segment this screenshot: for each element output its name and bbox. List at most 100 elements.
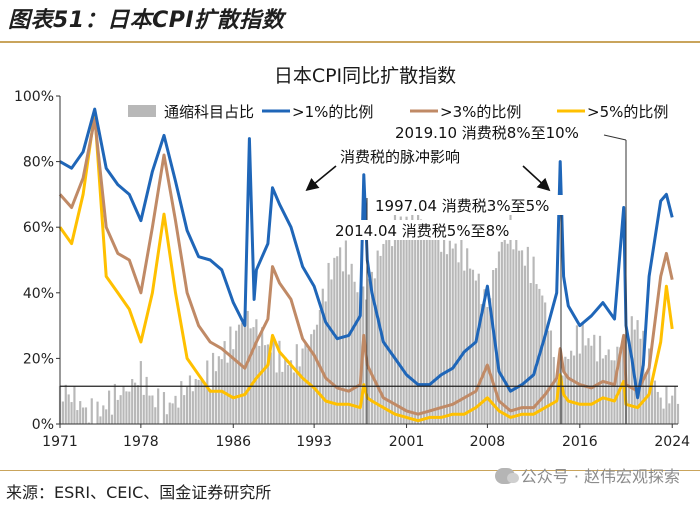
deflation-bar <box>630 316 633 424</box>
deflation-bar <box>344 240 347 424</box>
deflation-bar <box>324 301 327 424</box>
deflation-bar <box>445 254 449 424</box>
deflation-bar <box>154 407 157 424</box>
deflation-bar <box>552 357 555 424</box>
deflation-bar <box>483 289 486 424</box>
deflation-bar <box>249 328 252 424</box>
deflation-bar <box>292 372 295 424</box>
deflation-bar <box>87 422 90 424</box>
y-tick-label: 20% <box>23 351 54 367</box>
deflation-bar <box>598 335 602 424</box>
deflation-bar <box>659 397 662 424</box>
deflation-bar <box>237 324 241 424</box>
legend-swatch-deflation <box>128 105 156 117</box>
legend-label-gt3: >3%的比例 <box>440 103 521 121</box>
pulse-label: 消费税的脉冲影响 <box>340 148 460 166</box>
deflation-bar <box>327 262 330 424</box>
deflation-bar <box>229 326 232 424</box>
deflation-bar <box>515 230 518 424</box>
deflation-bar <box>157 388 160 424</box>
deflation-bar <box>278 340 281 424</box>
deflation-bar <box>281 371 284 424</box>
deflation-bar <box>393 209 397 424</box>
deflation-bar <box>593 334 596 424</box>
deflation-bar <box>627 344 630 424</box>
deflation-bar <box>243 319 246 424</box>
deflation-bar <box>128 391 131 424</box>
deflation-bar <box>223 341 226 424</box>
deflation-bar <box>480 304 483 424</box>
deflation-bar <box>388 228 391 424</box>
deflation-bar <box>370 271 373 424</box>
deflation-bar <box>235 330 238 424</box>
x-tick-label: 1986 <box>215 434 251 450</box>
y-tick-label: 60% <box>23 220 54 236</box>
deflation-bar <box>315 324 319 424</box>
x-tick-label: 2008 <box>470 434 506 450</box>
deflation-bar <box>373 278 376 424</box>
deflation-bar <box>417 208 420 424</box>
tax-2014-label-bg <box>332 220 534 240</box>
deflation-bar <box>64 384 67 424</box>
deflation-bar <box>353 281 356 424</box>
deflation-bar <box>440 251 443 424</box>
deflation-bar <box>385 240 388 424</box>
deflation-bar <box>610 360 613 424</box>
deflation-bar <box>341 271 345 424</box>
deflation-bar <box>102 405 105 424</box>
deflation-bar <box>399 216 402 424</box>
wechat-icon <box>494 468 519 484</box>
deflation-bar <box>616 346 619 424</box>
header-divider <box>0 41 700 43</box>
figure-header: 图表51：日本CPI扩散指数 <box>0 0 700 44</box>
series-line-gt1 <box>59 107 674 400</box>
deflation-bar <box>391 246 394 424</box>
deflation-bar <box>596 361 599 424</box>
deflation-bar <box>269 352 272 424</box>
deflation-bar <box>422 224 425 424</box>
x-tick-label: 2016 <box>562 434 598 450</box>
deflation-bar <box>405 216 408 424</box>
x-tick-label: 1993 <box>296 434 332 450</box>
deflation-bar <box>544 302 547 424</box>
deflation-bar <box>61 401 64 424</box>
deflation-bar <box>185 386 189 424</box>
deflation-bar <box>162 392 166 424</box>
deflation-bar <box>310 334 313 424</box>
deflation-bar <box>454 243 457 424</box>
legend-label-deflation: 通缩科目占比 <box>164 103 254 121</box>
legend-label-gt1: >1%的比例 <box>292 103 373 121</box>
deflation-bar <box>512 249 515 424</box>
deflation-bar <box>177 407 180 424</box>
deflation-bar <box>509 210 512 424</box>
deflation-bar <box>330 279 333 424</box>
chart-container: 日本CPI同比扩散指数 0% 20% 40% 60% 80% 100% 1971 1978 19… <box>0 48 700 468</box>
deflation-bar <box>656 391 659 424</box>
deflation-bar <box>466 248 469 424</box>
series-line-layer <box>58 107 674 423</box>
deflation-bar <box>587 338 590 424</box>
deflation-bar <box>151 395 154 424</box>
deflation-bar <box>443 227 446 424</box>
deflation-bar <box>82 407 85 424</box>
source-note: 来源：ESRI、CEIC、国金证券研究所 <box>6 483 272 502</box>
deflation-bar <box>295 344 298 424</box>
deflation-bar <box>183 395 186 424</box>
deflation-bar <box>339 247 342 424</box>
y-tick-label: 80% <box>23 155 54 171</box>
deflation-bar <box>581 323 584 424</box>
deflation-bar <box>613 360 616 424</box>
deflation-bar <box>289 360 293 424</box>
series-line-gt3 <box>58 117 674 416</box>
deflation-bar <box>304 342 307 424</box>
deflation-bar <box>99 416 102 424</box>
deflation-bar <box>564 356 567 424</box>
deflation-bar <box>203 381 206 424</box>
legend: 通缩科目占比 >1%的比例 >3%的比例 >5%的比例 <box>128 103 668 121</box>
deflation-bar <box>506 243 509 424</box>
deflation-bar <box>90 398 93 424</box>
deflation-bar <box>448 240 451 424</box>
deflation-bar <box>96 401 99 424</box>
deflation-bar <box>662 408 665 424</box>
deflation-bar <box>122 386 125 424</box>
